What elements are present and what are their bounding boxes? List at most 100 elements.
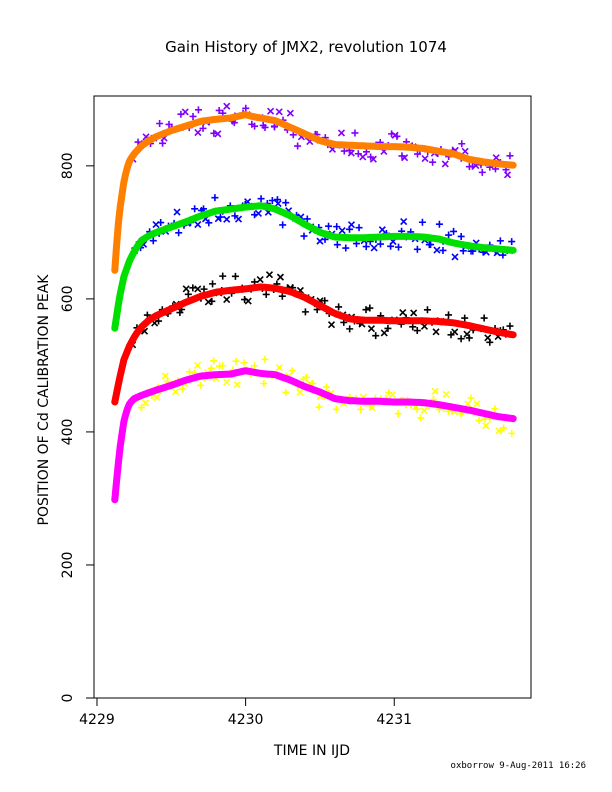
data-point — [357, 405, 365, 413]
data-point — [362, 306, 370, 314]
data-point — [115, 302, 122, 309]
data-point — [175, 229, 183, 237]
data-point — [155, 317, 163, 325]
data-point — [120, 182, 127, 189]
data-point — [186, 368, 194, 376]
data-point — [223, 102, 231, 110]
data-point — [219, 272, 227, 280]
plot-frame — [93, 95, 532, 699]
data-point — [223, 215, 231, 223]
data-point — [189, 112, 197, 120]
data-point — [240, 359, 248, 367]
data-point — [124, 347, 131, 354]
data-point — [127, 340, 134, 347]
data-point — [279, 221, 287, 229]
data-point — [197, 381, 204, 389]
data-point — [161, 372, 169, 380]
data-point — [282, 199, 290, 207]
series-line — [111, 111, 517, 274]
data-point — [153, 393, 161, 402]
y-tick-label: 600 — [60, 286, 76, 313]
data-point — [251, 362, 259, 370]
data-point — [194, 106, 202, 114]
data-point — [149, 237, 157, 245]
data-point — [223, 378, 231, 386]
data-point — [210, 357, 218, 365]
data-point — [194, 361, 202, 370]
data-point — [475, 416, 483, 424]
data-point — [431, 387, 439, 395]
data-point — [442, 390, 450, 398]
data-point — [473, 400, 481, 408]
data-point — [117, 292, 124, 299]
data-point — [286, 109, 294, 117]
data-point — [131, 248, 138, 255]
y-tick-label: 0 — [60, 694, 76, 703]
data-point — [457, 335, 465, 343]
data-point — [378, 226, 386, 234]
data-point — [265, 271, 274, 279]
data-point — [294, 142, 302, 150]
data-point — [233, 380, 241, 389]
y-tick-label: 800 — [60, 152, 76, 179]
data-point — [211, 194, 219, 202]
data-point — [508, 429, 516, 437]
data-point — [465, 334, 473, 342]
data-point — [126, 159, 133, 166]
data-point — [219, 362, 227, 370]
data-point — [119, 364, 126, 371]
data-point — [129, 251, 136, 258]
data-point — [116, 377, 123, 384]
data-point — [223, 295, 231, 304]
data-point — [278, 292, 286, 300]
data-point — [113, 474, 120, 481]
data-point — [506, 152, 514, 160]
data-point — [458, 140, 466, 148]
data-point — [261, 123, 269, 131]
series-2 — [111, 202, 517, 332]
chart-title: Gain History of JMX2, revolution 1074 — [165, 38, 447, 56]
data-point — [435, 220, 443, 228]
data-point — [216, 213, 224, 221]
data-point — [451, 253, 459, 261]
data-point — [321, 297, 329, 305]
data-point — [133, 244, 140, 251]
data-point — [141, 399, 150, 407]
x-tick-label: 4229 — [79, 712, 115, 728]
data-point — [204, 298, 212, 306]
data-point — [451, 328, 459, 336]
data-point — [234, 215, 243, 223]
x-axis: 4229 4230 4231 — [79, 698, 412, 728]
data-point — [393, 132, 401, 140]
data-point — [333, 223, 341, 231]
data-point — [112, 256, 119, 263]
data-point — [486, 338, 494, 346]
data-point — [207, 364, 215, 372]
data-point — [242, 104, 250, 112]
data-point — [322, 383, 330, 391]
data-point — [124, 405, 131, 412]
data-point — [116, 214, 123, 221]
data-point — [191, 205, 199, 213]
data-point — [261, 355, 269, 363]
data-point — [112, 251, 119, 258]
data-point — [325, 222, 333, 230]
data-point — [194, 220, 202, 229]
data-point — [119, 190, 126, 197]
data-point — [288, 367, 296, 375]
data-point — [400, 217, 408, 226]
data-point — [347, 221, 356, 229]
data-point — [117, 445, 124, 452]
series-6 — [111, 367, 517, 504]
data-point — [302, 373, 310, 381]
data-point — [113, 480, 120, 487]
data-point — [367, 325, 375, 333]
data-point — [120, 275, 127, 282]
x-tick-label: 4231 — [376, 712, 412, 728]
data-point — [268, 197, 276, 204]
data-point — [315, 403, 323, 411]
data-point — [275, 108, 283, 116]
series-4 — [111, 283, 517, 406]
data-point — [394, 410, 402, 418]
